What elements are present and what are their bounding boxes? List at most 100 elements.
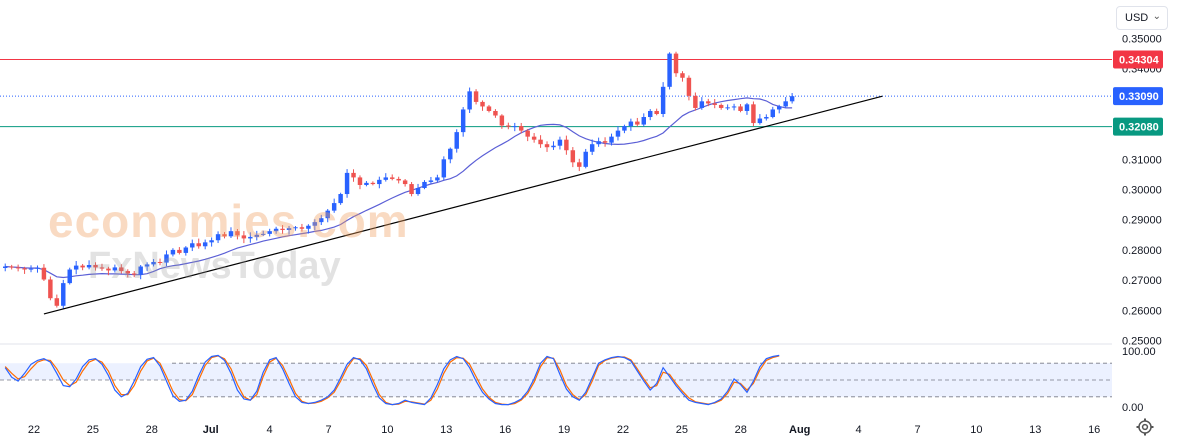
candle-body: [622, 126, 627, 131]
stochastic-lines-group: [4, 354, 780, 406]
support-price-label: 0.32080: [1119, 122, 1159, 134]
x-tick-label: 22: [28, 424, 40, 436]
candles-group: [3, 51, 795, 309]
candle-body: [35, 267, 40, 269]
candle-body: [602, 141, 608, 143]
candle-body: [177, 249, 182, 253]
candle-body: [428, 180, 434, 182]
y-tick-label: 0.31000: [1122, 154, 1162, 166]
candle-body: [686, 77, 692, 96]
candle-body: [331, 203, 337, 211]
x-tick-label: 22: [617, 424, 629, 436]
candle-body: [112, 267, 118, 271]
candle-body: [344, 172, 350, 195]
candle-body: [544, 144, 550, 148]
candle-body: [125, 271, 130, 274]
candle-body: [73, 265, 79, 270]
candle-body: [338, 194, 343, 204]
candle-body: [390, 177, 395, 179]
x-tick-label: 10: [381, 424, 393, 436]
candle-body: [448, 148, 453, 160]
candle-body: [770, 109, 775, 118]
candle-body: [699, 101, 705, 108]
candle-body: [106, 268, 111, 271]
candle-body: [493, 110, 498, 116]
resistance-price-label: 0.34304: [1119, 55, 1160, 67]
candle-body: [67, 269, 72, 284]
candle-body: [777, 106, 782, 110]
candle-body: [486, 106, 492, 111]
x-tick-label: 16: [499, 424, 511, 436]
candle-body: [641, 117, 646, 125]
candle-body: [319, 218, 324, 223]
candle-body: [306, 225, 311, 229]
x-tick-label: Jul: [203, 424, 219, 436]
candle-body: [9, 266, 14, 268]
y-tick-label: 0.28000: [1122, 245, 1162, 257]
candle-body: [454, 132, 459, 149]
candle-body: [222, 234, 227, 237]
candle-body: [351, 172, 356, 178]
candle-body: [228, 231, 234, 237]
candle-body: [738, 106, 743, 111]
candle-body: [718, 104, 724, 108]
candle-body: [654, 110, 659, 114]
x-tick-label: 28: [735, 424, 747, 436]
candle-body: [467, 91, 472, 110]
candle-body: [435, 177, 440, 181]
x-tick-label: 13: [1029, 424, 1041, 436]
candle-body: [596, 141, 601, 145]
candle-body: [61, 283, 66, 306]
oscillator-upper-label: 100.00: [1122, 346, 1156, 358]
x-tick-label: 4: [267, 424, 273, 436]
candle-body: [196, 243, 201, 247]
candle-body: [570, 150, 576, 163]
oscillator-lower-label: 0.00: [1122, 402, 1143, 414]
candle-body: [441, 159, 447, 178]
candle-body: [151, 261, 156, 265]
candle-body: [460, 109, 466, 133]
candle-body: [712, 103, 717, 105]
candle-body: [364, 182, 369, 185]
candle-body: [144, 264, 150, 267]
candle-body: [299, 227, 305, 229]
candle-body: [667, 53, 672, 87]
candle-body: [215, 234, 221, 241]
candle-body: [267, 231, 272, 234]
currency-label: USD: [1125, 12, 1149, 24]
currency-dropdown[interactable]: USD ⌄: [1116, 6, 1168, 30]
candle-body: [557, 139, 563, 146]
candle-body: [402, 180, 408, 185]
candle-body: [757, 118, 763, 124]
candle-body: [209, 240, 214, 243]
candle-body: [589, 144, 595, 152]
candle-body: [660, 86, 666, 114]
x-tick-label: 7: [914, 424, 920, 436]
current-price-badge: [1113, 87, 1163, 106]
candle-body: [422, 181, 427, 188]
candle-body: [789, 96, 795, 102]
candle-body: [86, 265, 92, 268]
stoch-band: [172, 363, 1112, 397]
support-price-badge: [1113, 117, 1163, 136]
candle-body: [357, 177, 363, 185]
resistance-price-badge: [1113, 50, 1163, 69]
candle-body: [54, 298, 60, 306]
chevron-down-icon: ⌄: [1152, 11, 1161, 22]
candle-body: [280, 228, 285, 230]
horizontal-levels-group: [0, 59, 1112, 128]
candle-body: [99, 267, 105, 269]
candle-body: [93, 265, 98, 268]
candle-body: [725, 107, 730, 109]
gear-icon[interactable]: [1135, 417, 1155, 437]
candle-body: [615, 130, 621, 137]
candle-body: [473, 91, 479, 102]
candle-body: [648, 110, 653, 118]
candle-body: [248, 236, 253, 239]
x-tick-label: 4: [856, 424, 862, 436]
candle-body: [138, 266, 143, 275]
x-tick-label: 13: [440, 424, 452, 436]
candle-body: [531, 136, 537, 140]
